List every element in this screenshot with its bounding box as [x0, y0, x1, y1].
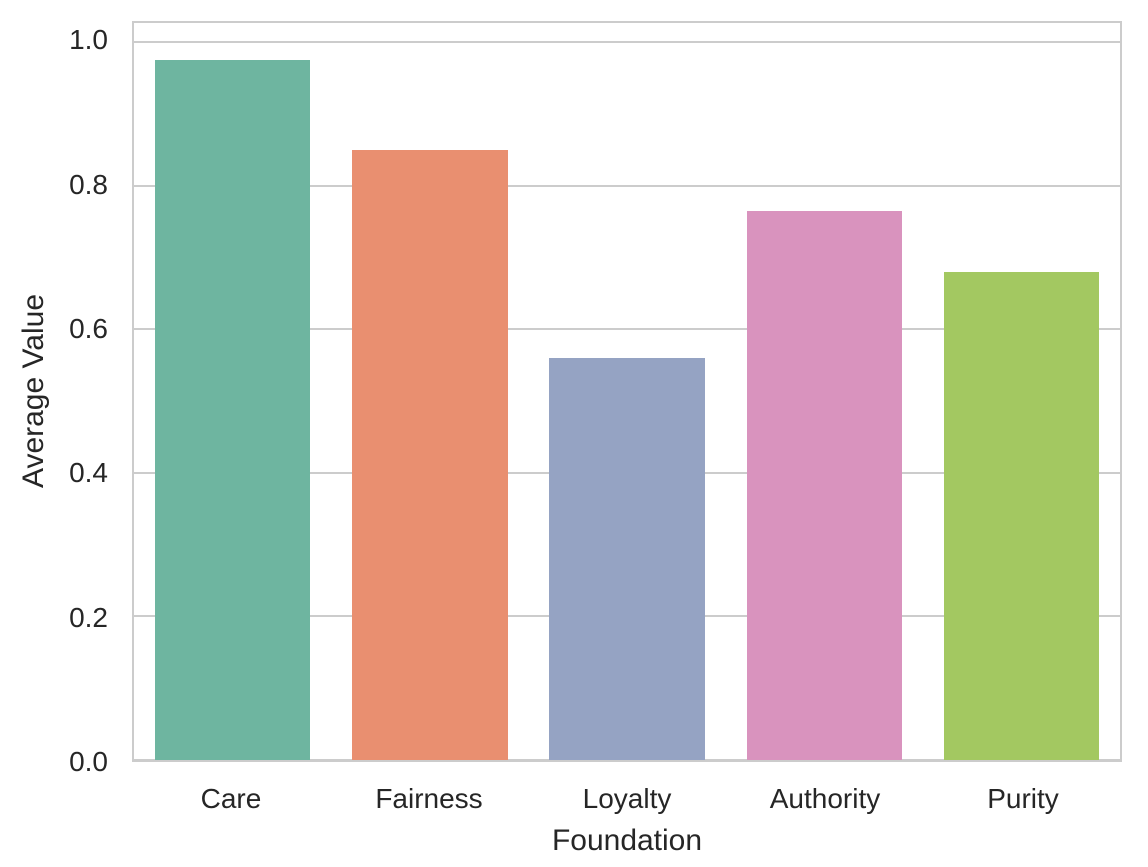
y-tick-labels: 0.0 0.2 0.4 0.6 0.8 1.0: [0, 21, 132, 776]
gridline: [134, 759, 1120, 761]
bar-authority: [746, 211, 902, 760]
y-tick-label: 0.0: [69, 746, 108, 777]
gridline: [134, 328, 1120, 331]
x-tick-label: Purity: [987, 783, 1059, 814]
bar-slot: [528, 23, 725, 760]
x-tick-labels: Care Fairness Loyalty Authority Purity: [132, 762, 1122, 813]
plot-area: [132, 21, 1122, 762]
x-tick-label: Care: [200, 783, 262, 814]
bar-loyalty: [549, 358, 705, 760]
bar-slot: [331, 23, 528, 760]
y-tick-label: 0.4: [69, 457, 108, 489]
bar-purity: [943, 272, 1100, 760]
y-tick-label: 0.8: [69, 168, 108, 200]
x-tick-label: Loyalty: [582, 783, 672, 814]
x-tick-label: Fairness: [375, 783, 483, 814]
y-tick-label: 0.6: [69, 313, 108, 345]
bar-slot: [134, 23, 331, 760]
x-tick-label: Authority: [769, 783, 881, 814]
bar-slot: [726, 23, 923, 760]
x-axis-label: Foundation: [551, 824, 703, 857]
bar-slot: [923, 23, 1120, 760]
bar-fairness: [352, 150, 508, 760]
bar-care: [154, 60, 311, 760]
gridline: [134, 184, 1120, 187]
bars: [134, 23, 1120, 760]
gridline: [134, 41, 1120, 44]
y-tick-label: 1.0: [69, 24, 108, 56]
y-tick-label: 0.2: [69, 601, 108, 633]
